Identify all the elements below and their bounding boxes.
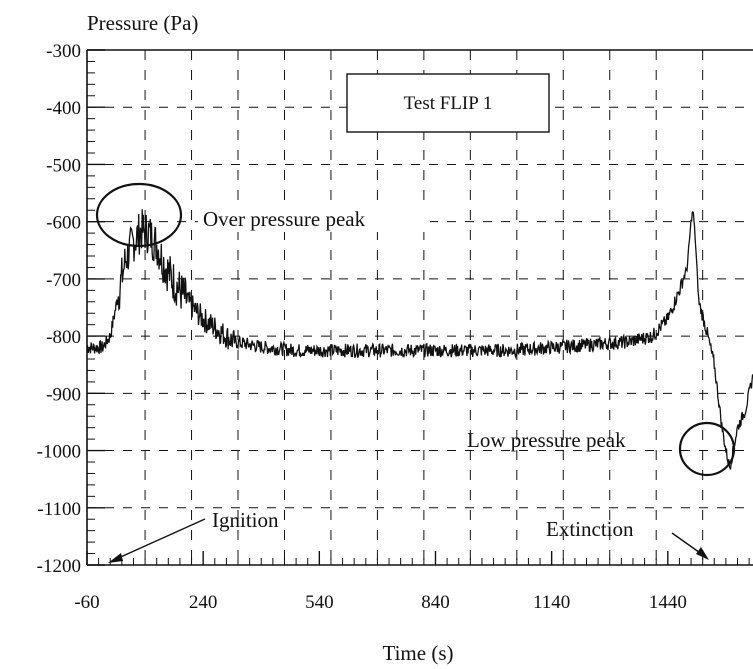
extinction-arrow-head — [696, 547, 709, 560]
test-label: Test FLIP 1 — [404, 93, 493, 114]
low-pressure-label: Low pressure peak — [467, 428, 626, 452]
series-line — [86, 209, 753, 470]
y-tick-label: -1200 — [37, 556, 81, 577]
y-tick-label: -600 — [46, 213, 81, 234]
x-tick-labels: -60 240 540 840 1140 1440 — [74, 592, 686, 613]
y-axis-title: Pressure (Pa) — [87, 11, 198, 35]
y-tick-label: -1000 — [37, 442, 81, 463]
ignition-arrow-head — [108, 553, 123, 563]
low-pressure-circle — [678, 421, 736, 477]
y-tick-labels: -300 -400 -500 -600 -700 -800 -900 -1000 -1100 -1… — [37, 41, 81, 577]
x-tick-label: 240 — [189, 592, 218, 613]
x-tick-label: 540 — [305, 592, 334, 613]
x-tick-label: -60 — [74, 592, 99, 613]
y-tick-label: -300 — [46, 41, 81, 62]
test-label-box — [346, 73, 550, 133]
plot-frame — [86, 49, 753, 566]
over-pressure-label: Over pressure peak — [203, 207, 366, 231]
extinction-label: Extinction — [546, 517, 634, 541]
extinction-arrow-line — [671, 532, 704, 556]
x-axis-title: Time (s) — [383, 641, 454, 665]
y-tick-label: -700 — [46, 270, 81, 291]
y-tick-label: -900 — [46, 384, 81, 405]
over-pressure-circle — [95, 182, 183, 248]
y-tick-label: -800 — [46, 327, 81, 348]
ignition-label: Ignition — [212, 508, 279, 532]
x-tick-label: 840 — [421, 592, 450, 613]
x-tick-label: 1140 — [533, 592, 570, 613]
y-tick-label: -1100 — [37, 499, 81, 520]
grid-lines — [87, 50, 753, 565]
x-tick-label: 1440 — [649, 592, 687, 613]
ignition-arrow-line — [113, 518, 206, 561]
over-pressure-label-bg — [198, 204, 430, 232]
y-tick-label: -400 — [46, 98, 81, 119]
y-tick-label: -500 — [46, 155, 81, 176]
